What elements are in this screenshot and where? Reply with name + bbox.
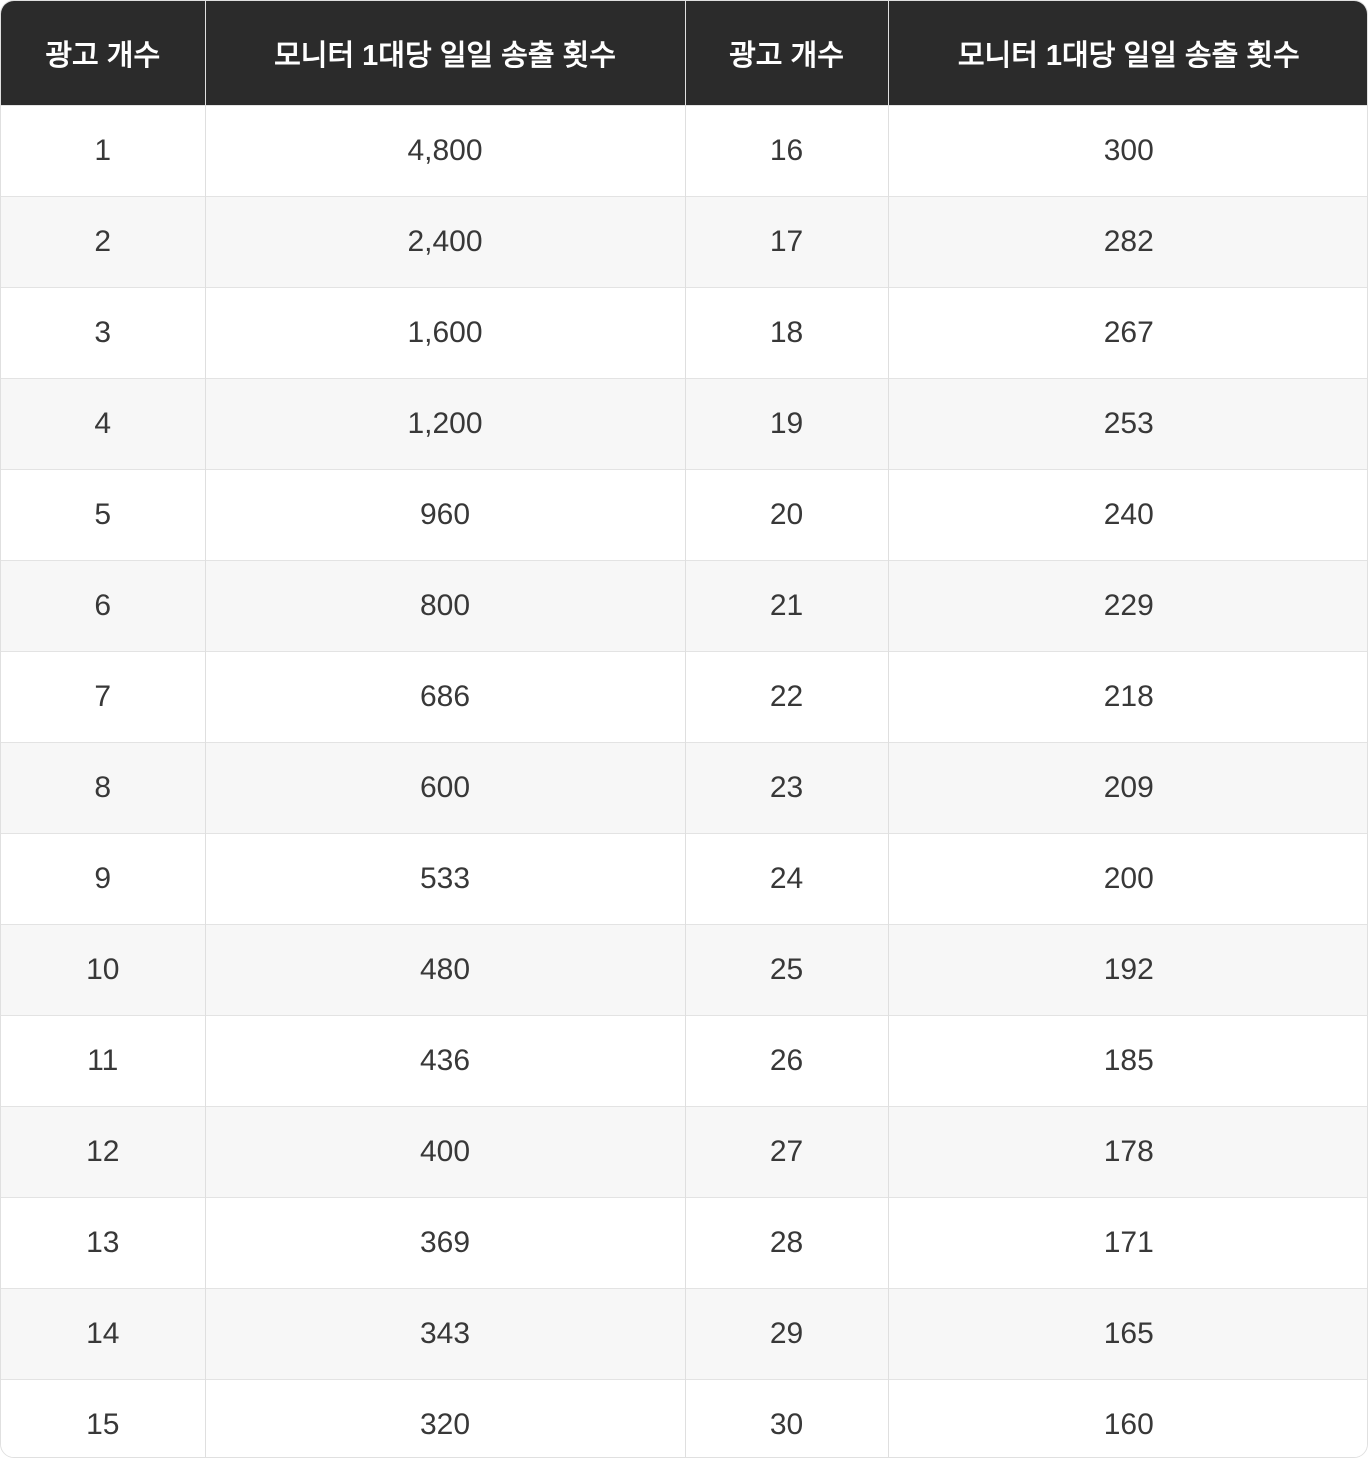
broadcast-count-cell: 218 (887, 651, 1367, 743)
table-header: 광고 개수 모니터 1대당 일일 송출 횟수 광고 개수 모니터 1대당 일일 … (1, 1, 1367, 106)
broadcast-count-cell: 436 (204, 1015, 685, 1107)
ad-count-cell: 18 (684, 287, 888, 379)
ad-count-cell: 17 (684, 196, 888, 288)
ad-count-cell: 1 (1, 105, 205, 197)
broadcast-count-cell: 282 (887, 196, 1367, 288)
broadcast-count-cell: 400 (204, 1106, 685, 1198)
ad-count-cell: 5 (1, 469, 205, 561)
header-ad-count-right: 광고 개수 (684, 1, 888, 106)
table-row: 14 343 29 165 (1, 1288, 1367, 1380)
ad-count-cell: 26 (684, 1015, 888, 1107)
broadcast-count-cell: 533 (204, 833, 685, 925)
table-row: 3 1,600 18 267 (1, 287, 1367, 379)
broadcast-count-cell: 369 (204, 1197, 685, 1289)
table-row: 6 800 21 229 (1, 560, 1367, 652)
broadcast-count-cell: 171 (887, 1197, 1367, 1289)
ad-count-cell: 30 (684, 1379, 888, 1457)
table-row: 11 436 26 185 (1, 1015, 1367, 1107)
ad-count-cell: 10 (1, 924, 205, 1016)
table-row: 5 960 20 240 (1, 469, 1367, 561)
ad-count-cell: 9 (1, 833, 205, 925)
header-broadcast-per-monitor-left: 모니터 1대당 일일 송출 횟수 (204, 1, 685, 106)
table-row: 12 400 27 178 (1, 1106, 1367, 1198)
ad-count-cell: 16 (684, 105, 888, 197)
ad-count-cell: 20 (684, 469, 888, 561)
table-row: 10 480 25 192 (1, 924, 1367, 1016)
table-row: 9 533 24 200 (1, 833, 1367, 925)
table-body: 1 4,800 16 300 2 2,400 17 282 3 1,600 18 267 4 1,200 1… (1, 105, 1367, 1457)
table-row: 2 2,400 17 282 (1, 196, 1367, 288)
ad-count-cell: 19 (684, 378, 888, 470)
broadcast-count-cell: 800 (204, 560, 685, 652)
ad-count-cell: 24 (684, 833, 888, 925)
ad-count-cell: 12 (1, 1106, 205, 1198)
ad-count-cell: 15 (1, 1379, 205, 1457)
ad-count-cell: 23 (684, 742, 888, 834)
broadcast-count-cell: 229 (887, 560, 1367, 652)
table-row: 7 686 22 218 (1, 651, 1367, 743)
table-row: 4 1,200 19 253 (1, 378, 1367, 470)
broadcast-count-cell: 178 (887, 1106, 1367, 1198)
broadcast-count-cell: 253 (887, 378, 1367, 470)
header-ad-count-left: 광고 개수 (1, 1, 205, 106)
header-row: 광고 개수 모니터 1대당 일일 송출 횟수 광고 개수 모니터 1대당 일일 … (1, 1, 1367, 106)
table-row: 13 369 28 171 (1, 1197, 1367, 1289)
ad-count-cell: 21 (684, 560, 888, 652)
broadcast-count-cell: 240 (887, 469, 1367, 561)
ad-count-cell: 3 (1, 287, 205, 379)
broadcast-count-cell: 320 (204, 1379, 685, 1457)
broadcast-count-cell: 160 (887, 1379, 1367, 1457)
broadcast-count-cell: 267 (887, 287, 1367, 379)
table-row: 8 600 23 209 (1, 742, 1367, 834)
broadcast-count-cell: 300 (887, 105, 1367, 197)
header-broadcast-per-monitor-right: 모니터 1대당 일일 송출 횟수 (887, 1, 1367, 106)
broadcast-count-cell: 343 (204, 1288, 685, 1380)
ad-count-cell: 22 (684, 651, 888, 743)
ad-count-cell: 4 (1, 378, 205, 470)
broadcast-count-cell: 185 (887, 1015, 1367, 1107)
ad-count-cell: 27 (684, 1106, 888, 1198)
ad-count-cell: 25 (684, 924, 888, 1016)
table-row: 1 4,800 16 300 (1, 105, 1367, 197)
broadcast-count-cell: 600 (204, 742, 685, 834)
ad-count-cell: 11 (1, 1015, 205, 1107)
ad-count-cell: 6 (1, 560, 205, 652)
ad-count-cell: 7 (1, 651, 205, 743)
ad-count-cell: 8 (1, 742, 205, 834)
broadcast-count-cell: 192 (887, 924, 1367, 1016)
broadcast-count-cell: 209 (887, 742, 1367, 834)
ad-count-cell: 2 (1, 196, 205, 288)
ad-count-cell: 28 (684, 1197, 888, 1289)
broadcast-count-cell: 4,800 (204, 105, 685, 197)
ad-count-cell: 29 (684, 1288, 888, 1380)
broadcast-count-cell: 480 (204, 924, 685, 1016)
broadcast-count-cell: 686 (204, 651, 685, 743)
ad-count-cell: 14 (1, 1288, 205, 1380)
broadcast-count-cell: 1,600 (204, 287, 685, 379)
broadcast-count-cell: 960 (204, 469, 685, 561)
table-row: 15 320 30 160 (1, 1379, 1367, 1457)
ad-count-cell: 13 (1, 1197, 205, 1289)
broadcast-count-cell: 2,400 (204, 196, 685, 288)
broadcast-count-cell: 1,200 (204, 378, 685, 470)
broadcast-count-cell: 200 (887, 833, 1367, 925)
broadcast-count-cell: 165 (887, 1288, 1367, 1380)
